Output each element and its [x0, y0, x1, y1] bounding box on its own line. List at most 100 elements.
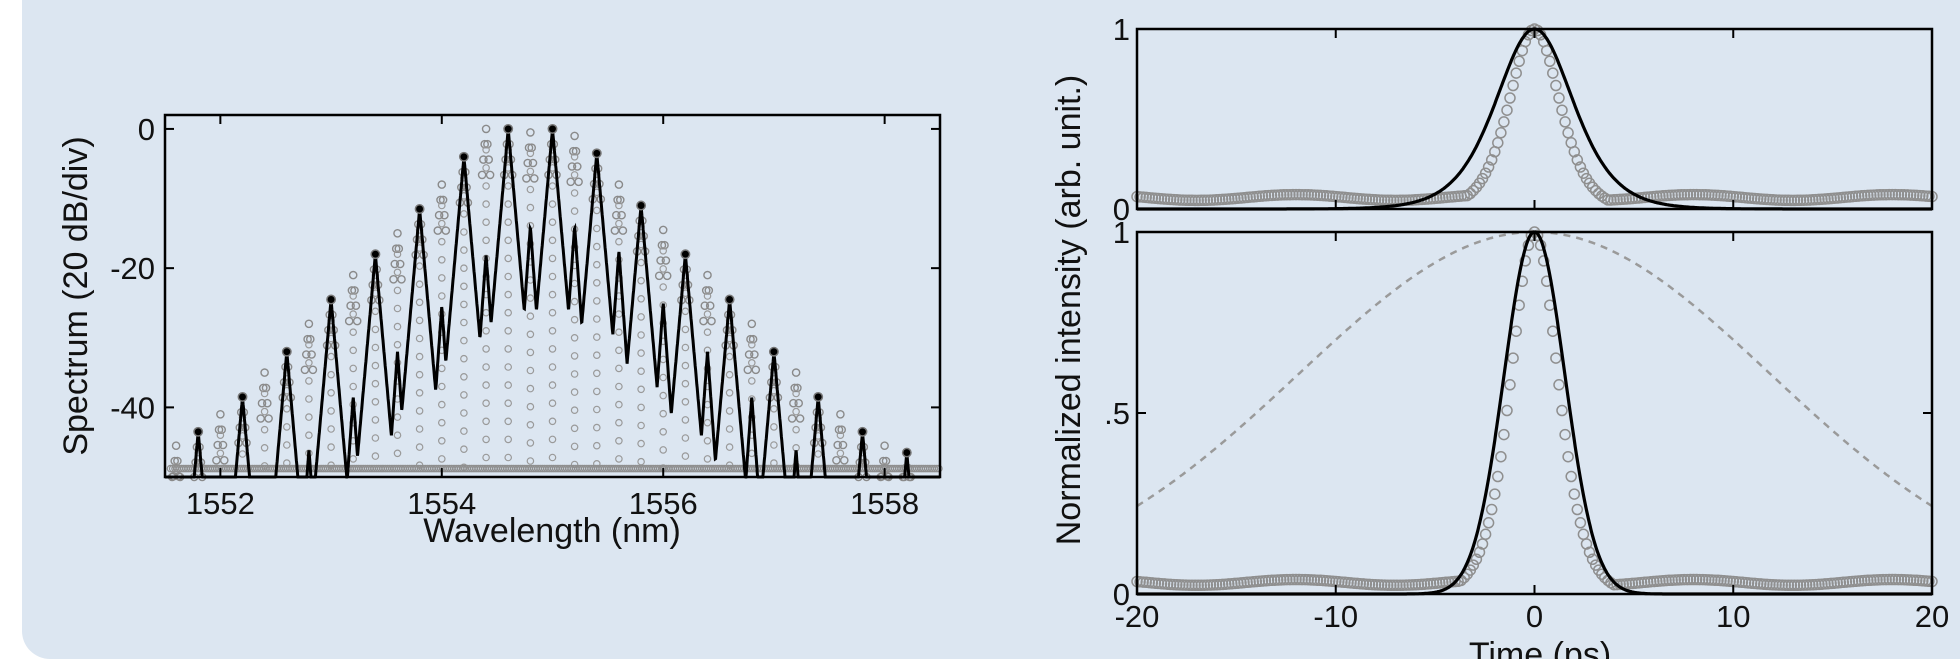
pulse-grey-circle [1868, 574, 1880, 586]
pulse-grey-circle [1709, 574, 1721, 586]
spectrum-grey-circle [548, 453, 557, 462]
spectrum-grey-circle [305, 413, 313, 421]
spectrum-grey-circle [481, 124, 491, 134]
spectrum-grey-circle [637, 457, 645, 466]
pulse-grey-circle [1397, 579, 1409, 591]
pulse-grey-circle [1183, 194, 1195, 207]
spectrum-grey-circle [394, 244, 404, 253]
spectrum-grey-circle [681, 325, 690, 334]
pulse-grey-circle [1684, 573, 1697, 586]
spectrum-grey-circle [389, 274, 398, 284]
spectrum-grey-circle [504, 254, 513, 263]
spectrum-grey-circle [437, 292, 446, 300]
pulse-grey-circle [1492, 470, 1504, 483]
spectrum-grey-circle [610, 226, 620, 235]
spectrum-grey-circle [592, 260, 601, 269]
spectrum-grey-circle [614, 180, 624, 189]
spectrum-grey-circle [482, 200, 490, 208]
spectrum-grey-circle [793, 383, 802, 393]
spectrum-grey-circle [792, 425, 800, 434]
spectrum-grey-circle [257, 398, 267, 408]
pulse-grey-circle [1773, 194, 1785, 206]
spectrum-grey-circle [264, 414, 273, 423]
spectrum-grey-circle [681, 416, 690, 424]
spectrum-grey-circle [615, 237, 623, 246]
spectrum-grey-circle [548, 435, 557, 444]
spectrum-grey-circle [570, 388, 579, 396]
spectrum-grey-circle [746, 334, 755, 344]
pulse-grey-circle [1684, 188, 1697, 201]
spectrum-grey-circle [349, 346, 358, 355]
spectrum-grey-circle [637, 331, 645, 339]
spectrum-grey-circle [526, 167, 535, 176]
spectrum-grey-circle [681, 343, 690, 352]
pulse-grey-circle [1388, 579, 1400, 592]
spectrum-grey-circle [371, 343, 380, 352]
pulse-grey-circle [1510, 67, 1522, 79]
pulse-grey-circle [1290, 188, 1302, 201]
pulse-grey-circle [1281, 573, 1293, 586]
spectrum-grey-circle [304, 319, 314, 329]
spectrum-grey-circle [548, 308, 557, 317]
pulse-grey-circle [1586, 181, 1599, 193]
spectrum-grey-circle [615, 400, 623, 409]
spectrum-grey-circle [840, 455, 849, 465]
pulse-grey-circle [1583, 546, 1596, 559]
spectrum-grey-circle [415, 443, 424, 451]
pulse-grey-circle [1556, 104, 1568, 116]
pulse-x-tick-label: 20 [1915, 599, 1949, 634]
spectrum-grey-circle [482, 164, 490, 172]
spectrum-grey-circle [592, 278, 601, 287]
pulse-top-axes-frame [1135, 27, 1934, 211]
spectrum-grey-circle [656, 256, 665, 265]
spectrum-grey-circle [415, 407, 424, 415]
spectrum-grey-circle [592, 297, 601, 305]
pulse-y-tick-label: .5 [1104, 396, 1130, 431]
pulse-grey-circle [1489, 488, 1501, 500]
spectrum-grey-circle [659, 427, 668, 436]
spectrum-grey-circle [747, 449, 756, 458]
pulse-bottom-plot: 0 .5 1 -20 -10 0 10 20 Time (ps) Normalized int… [1050, 75, 1949, 659]
spectrum-grey-circle [566, 177, 576, 187]
spectrum-grey-circle [308, 365, 318, 375]
spectrum-grey-circle [789, 398, 798, 408]
pulse-grey-circle [1586, 553, 1599, 566]
spectrum-grey-circle [659, 391, 668, 400]
pulse-grey-circle [1302, 189, 1314, 201]
spectrum-peak-point [591, 148, 602, 159]
pulse-grey-circle [1268, 189, 1281, 201]
spectrum-grey-circle [592, 423, 601, 432]
spectrum-grey-circle [637, 367, 645, 376]
spectrum-grey-circle [573, 162, 582, 171]
spectrum-peak-point [458, 151, 469, 162]
spectrum-grey-circle [482, 435, 490, 444]
spectrum-grey-circle [725, 388, 734, 397]
spectrum-grey-circle [522, 174, 531, 183]
spectrum-grey-circle [415, 352, 424, 361]
spectrum-grey-circle [836, 409, 845, 419]
spectrum-grey-circle [613, 195, 622, 205]
spectrum-grey-circle [615, 418, 623, 427]
pulse-grey-circle [1779, 579, 1791, 591]
pulse-grey-circle [1485, 503, 1498, 516]
spectrum-grey-circle [615, 436, 623, 445]
pulse-grey-circle [1501, 104, 1513, 116]
spectrum-grey-circle [349, 310, 358, 318]
pulse-grey-circle [1788, 194, 1801, 207]
spectrum-grey-circle [704, 286, 714, 295]
pulse-grey-circle [1687, 188, 1700, 201]
spectrum-grey-circle [592, 351, 601, 360]
spectrum-grey-circle [615, 346, 623, 355]
spectrum-grey-circle [352, 316, 362, 326]
figure-panel [22, 0, 1960, 659]
spectrum-grey-circle [615, 219, 623, 228]
spectrum-peak-point [503, 123, 514, 134]
pulse-grey-circle [1880, 573, 1892, 586]
pulse-grey-circle [1571, 154, 1584, 166]
pulse-grey-circle [1889, 188, 1902, 201]
pulse-grey-circle [1467, 559, 1480, 571]
spectrum-grey-circle [548, 417, 557, 426]
spectrum-grey-circle [282, 404, 291, 413]
spectrum-grey-circle [548, 272, 557, 281]
